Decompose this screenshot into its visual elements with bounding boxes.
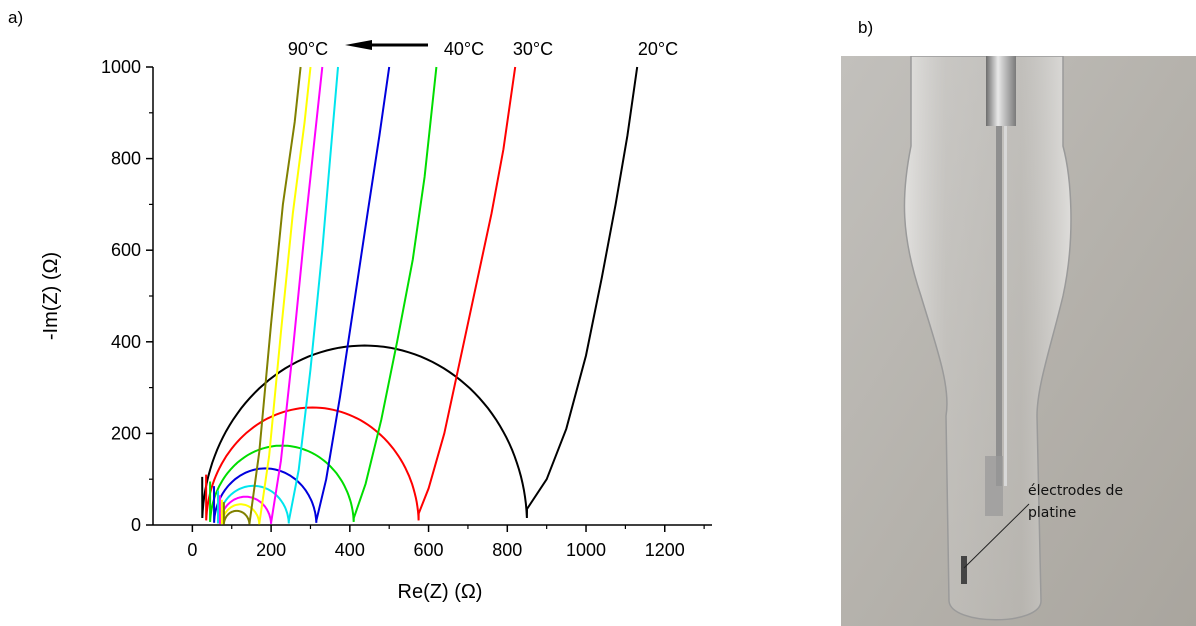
annotation-line-1: électrodes de bbox=[1028, 483, 1124, 499]
series-line-90c bbox=[222, 66, 302, 525]
electrode-annotation: électrodes de platine bbox=[1028, 480, 1188, 524]
temp-label-20: 20°C bbox=[638, 39, 678, 59]
series-line-20c bbox=[201, 66, 639, 519]
y-tick-label-0: 0 bbox=[131, 515, 141, 535]
electrode-cell-photo bbox=[841, 56, 1196, 626]
series-line-40c bbox=[209, 66, 438, 522]
plot-area: 0 200 400 600 800 1000 1200 0 200 400 600 800 1000 bbox=[101, 57, 712, 560]
x-tick-label-200: 200 bbox=[256, 540, 286, 560]
y-tick-label-1000: 1000 bbox=[101, 57, 141, 77]
series-line-60c bbox=[217, 66, 339, 524]
y-tick-label-800: 800 bbox=[111, 149, 141, 169]
series-line-80c bbox=[220, 66, 312, 525]
y-axis-label: -Im(Z) (Ω) bbox=[40, 252, 62, 340]
x-tick-label-1200: 1200 bbox=[645, 540, 685, 560]
temperature-arrow bbox=[345, 40, 428, 50]
impedance-chart: 0 200 400 600 800 1000 1200 0 200 400 600 800 1000 -… bbox=[40, 39, 712, 603]
series-line-30c bbox=[205, 66, 517, 521]
x-tick-label-0: 0 bbox=[187, 540, 197, 560]
temp-label-30: 30°C bbox=[513, 39, 553, 59]
panel-a-label: a) bbox=[8, 8, 24, 27]
series-line-50c bbox=[213, 66, 391, 523]
y-tick-label-600: 600 bbox=[111, 240, 141, 260]
x-tick-label-400: 400 bbox=[335, 540, 365, 560]
x-tick-label-600: 600 bbox=[414, 540, 444, 560]
y-tick-label-400: 400 bbox=[111, 332, 141, 352]
annotation-line-2: platine bbox=[1028, 505, 1077, 521]
panel-b-label: b) bbox=[858, 18, 874, 37]
x-tick-label-800: 800 bbox=[492, 540, 522, 560]
temp-label-40: 40°C bbox=[444, 39, 484, 59]
x-axis-label: Re(Z) (Ω) bbox=[398, 581, 483, 603]
series-line-70c bbox=[218, 66, 324, 524]
x-tick-label-1000: 1000 bbox=[566, 540, 606, 560]
temp-label-90: 90°C bbox=[288, 39, 328, 59]
panel-b-label-box bbox=[841, 0, 905, 56]
y-tick-label-200: 200 bbox=[111, 423, 141, 443]
